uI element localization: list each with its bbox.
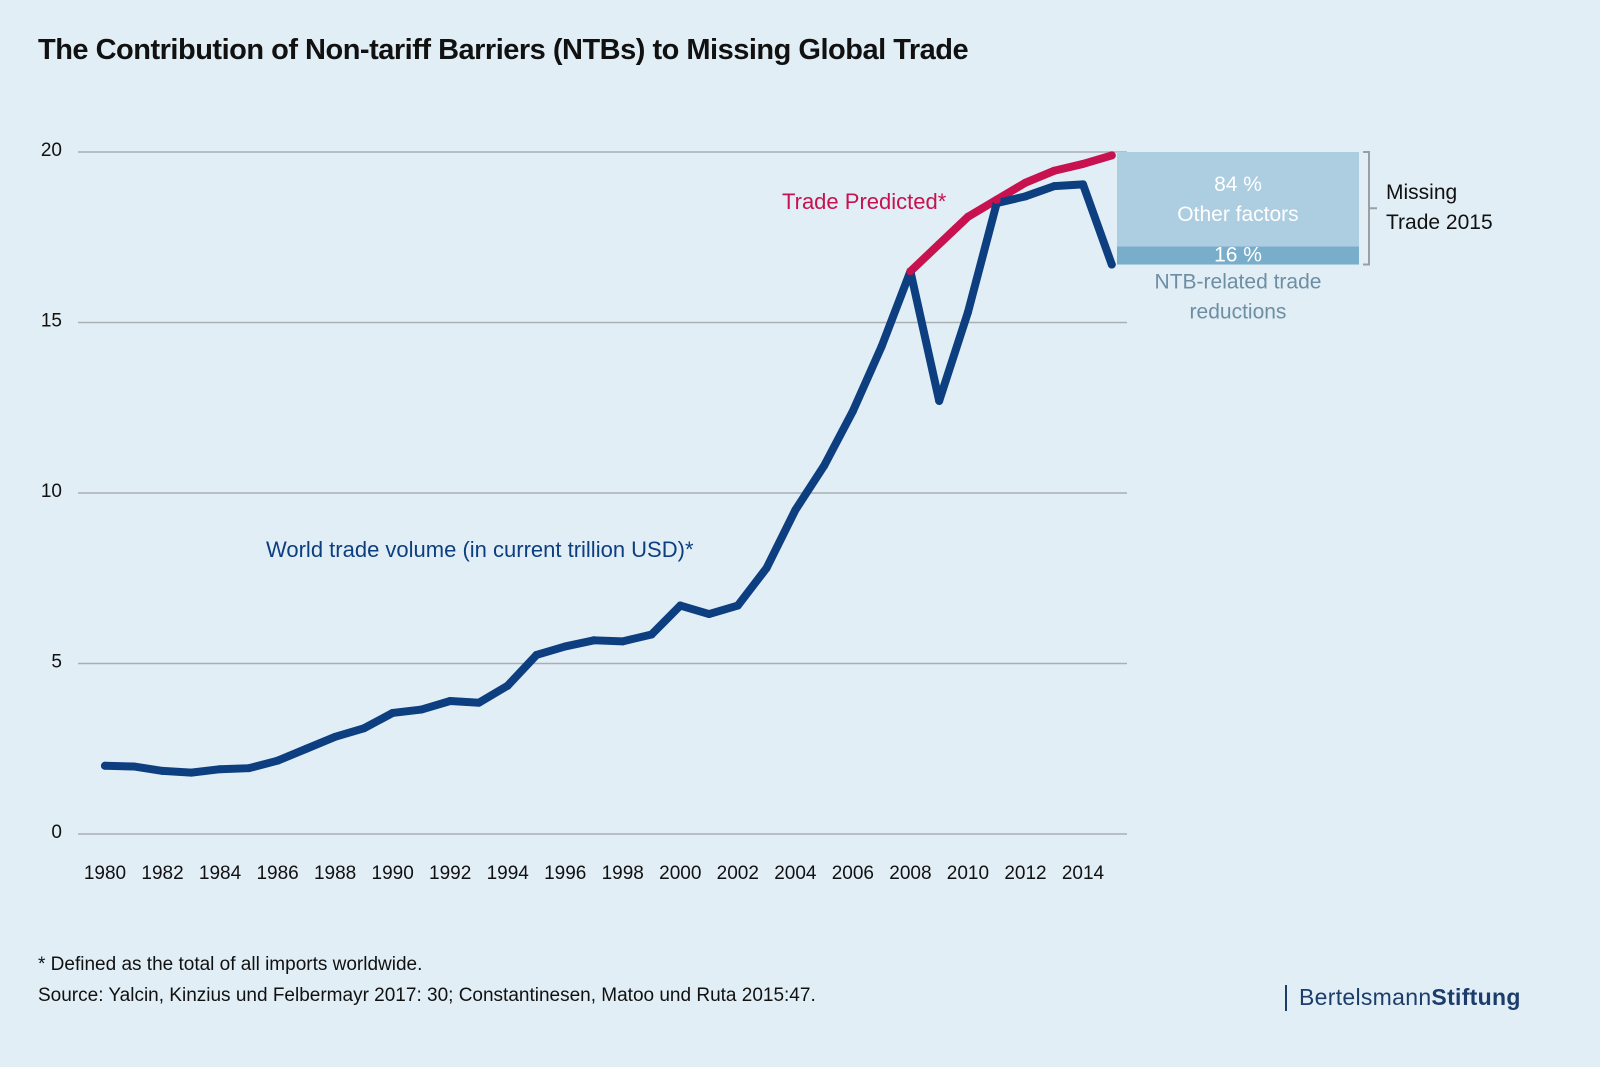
x-tick-label: 2004 — [774, 863, 817, 884]
other-factors-segment — [1117, 152, 1359, 247]
world-trade-point — [503, 681, 512, 690]
trade-predicted-point — [992, 195, 1001, 204]
logo-text-regular: Bertelsmann — [1299, 984, 1432, 1010]
x-tick-label: 2010 — [947, 863, 989, 884]
world-trade-point — [187, 768, 196, 777]
footnote: * Defined as the total of all imports wo… — [38, 954, 423, 975]
world-trade-point — [1079, 180, 1087, 189]
x-tick-label: 1986 — [256, 863, 298, 884]
x-tick-label: 2008 — [889, 863, 931, 884]
world-trade-point — [331, 732, 340, 741]
trade-predicted-point — [1079, 159, 1087, 168]
world-trade-series-label: World trade volume (in current trillion … — [266, 537, 694, 562]
world-trade-point — [532, 650, 541, 659]
world-trade-point — [302, 744, 311, 753]
world-trade-point — [101, 761, 109, 770]
ntb-percent: 16 % — [1214, 244, 1262, 267]
y-tick-label: 10 — [41, 481, 62, 502]
y-tick-label: 15 — [41, 311, 62, 332]
data-points — [101, 151, 1116, 777]
trade-predicted-point — [1107, 151, 1116, 160]
x-tick-label: 1990 — [372, 863, 414, 884]
x-axis-ticks: 1980 1982 1984 1986 1988 1990 1992 1994 1996 1998… — [84, 863, 1105, 884]
world-trade-point — [244, 764, 253, 773]
world-trade-point — [647, 630, 656, 639]
world-trade-point — [590, 636, 598, 645]
other-factors-label: Other factors — [1177, 203, 1298, 226]
world-trade-point — [618, 637, 627, 646]
world-trade-point — [158, 766, 167, 775]
world-trade-point — [705, 610, 714, 619]
ntb-label-line1: NTB-related trade — [1155, 271, 1322, 294]
world-trade-point — [820, 461, 829, 470]
y-axis-ticks: 0 5 10 15 20 — [41, 140, 62, 843]
trade-predicted-series-label: Trade Predicted* — [782, 189, 947, 214]
trade-predicted-point — [935, 240, 944, 249]
missing-trade-bracket — [1363, 151, 1377, 266]
world-trade-point — [216, 765, 225, 774]
world-trade-point — [417, 705, 426, 714]
ntb-segment — [1117, 246, 1359, 265]
world-trade-point — [446, 697, 455, 706]
y-tick-label: 20 — [41, 140, 62, 161]
world-trade-point — [129, 762, 138, 771]
world-trade-point — [1021, 192, 1030, 201]
world-trade-point — [791, 506, 800, 515]
gridlines — [78, 151, 1127, 835]
world-trade-point — [935, 396, 944, 405]
x-tick-label: 1996 — [544, 863, 586, 884]
world-trade-point — [733, 601, 742, 610]
x-tick-label: 1984 — [199, 863, 242, 884]
trade-predicted-point — [1021, 178, 1030, 187]
x-tick-label: 2002 — [717, 863, 759, 884]
series-line-world-trade — [101, 180, 1116, 777]
world-trade-point — [474, 698, 483, 707]
x-tick-label: 1982 — [141, 863, 183, 884]
world-trade-point — [963, 308, 972, 317]
ntb-label-line2: reductions — [1190, 301, 1287, 324]
world-trade-point — [676, 601, 685, 610]
x-tick-label: 1998 — [602, 863, 644, 884]
trade-predicted-point — [963, 212, 972, 221]
y-tick-label: 0 — [51, 822, 62, 843]
trade-predicted-point — [906, 267, 915, 276]
missing-trade-label-line2: Trade 2015 — [1386, 211, 1493, 234]
y-tick-label: 5 — [51, 652, 62, 673]
chart-title: The Contribution of Non-tariff Barriers … — [38, 34, 969, 66]
x-tick-label: 2000 — [659, 863, 701, 884]
x-tick-label: 2012 — [1004, 863, 1046, 884]
missing-trade-label-line1: Missing — [1386, 181, 1457, 204]
world-trade-point — [877, 342, 886, 351]
world-trade-point — [561, 642, 570, 651]
logo-text-bold: Stiftung — [1431, 984, 1521, 1010]
world-trade-point — [848, 407, 857, 416]
other-factors-percent: 84 % — [1214, 173, 1262, 196]
world-trade-point — [1050, 182, 1059, 191]
x-tick-label: 1980 — [84, 863, 126, 884]
x-tick-label: 1988 — [314, 863, 356, 884]
world-trade-point — [273, 756, 282, 765]
world-trade-point — [388, 708, 397, 717]
x-tick-label: 1992 — [429, 863, 471, 884]
x-tick-label: 2014 — [1062, 863, 1105, 884]
series-line-trade-predicted — [906, 151, 1116, 276]
logo-bar-icon — [1285, 984, 1287, 1011]
source-note: Source: Yalcin, Kinzius und Felbermayr 2… — [38, 985, 816, 1006]
bertelsmann-logo: Bertelsmann Stiftung — [1285, 984, 1521, 1011]
x-tick-label: 1994 — [487, 863, 530, 884]
missing-trade-box: 84 % Other factors 16 % NTB-related trad… — [1117, 151, 1493, 324]
world-trade-point — [762, 564, 771, 573]
trade-predicted-point — [1050, 166, 1059, 175]
world-trade-point — [1107, 260, 1116, 269]
world-trade-point — [359, 724, 368, 733]
x-tick-label: 2006 — [832, 863, 874, 884]
